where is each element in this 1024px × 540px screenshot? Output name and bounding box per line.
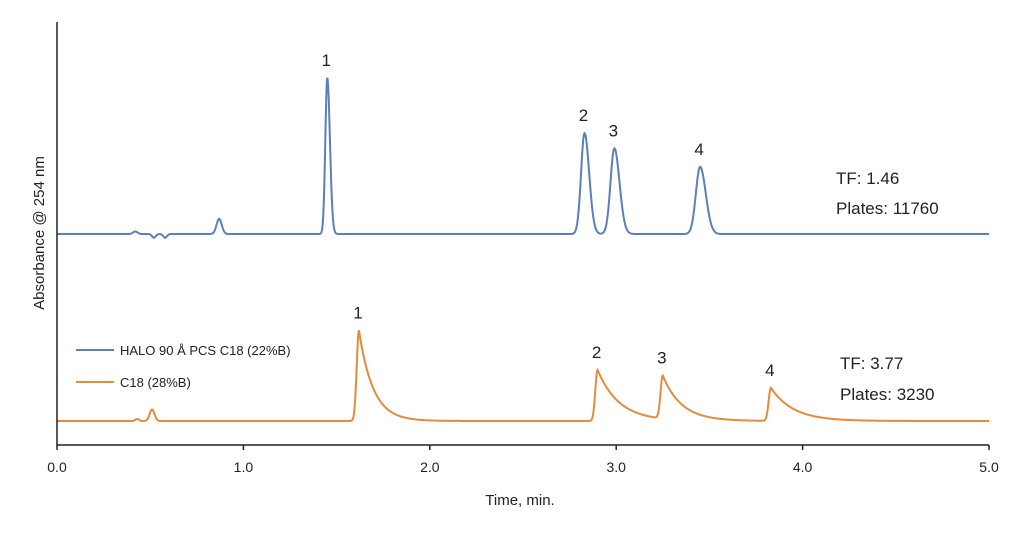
peak-label: 4: [694, 140, 703, 159]
x-tick-label: 5.0: [979, 459, 999, 475]
stats-tf-s1: TF: 3.77: [840, 354, 903, 373]
x-tick-label: 0.0: [47, 459, 67, 475]
peak-labels: 1 2 3 4 1 2 3 4: [322, 51, 775, 380]
x-ticks: 0.0 1.0 2.0 3.0 4.0 5.0: [47, 445, 999, 475]
plot-traces: [57, 77, 989, 422]
legend-label-s0: HALO 90 Å PCS C18 (22%B): [120, 343, 291, 358]
x-tick-label: 2.0: [420, 459, 440, 475]
stats-plates-s0: Plates: 11760: [836, 199, 939, 218]
stats-plates-s1: Plates: 3230: [840, 385, 935, 404]
legend-label-s1: C18 (28%B): [120, 375, 191, 390]
series-line-0: [57, 77, 989, 239]
x-tick-label: 3.0: [606, 459, 626, 475]
peak-label: 4: [765, 361, 774, 380]
peak-label: 3: [609, 121, 618, 140]
y-axis-title: Absorbance @ 254 nm: [31, 156, 48, 310]
peak-label: 2: [592, 343, 601, 362]
peak-label: 2: [579, 106, 588, 125]
peak-label: 1: [353, 303, 362, 322]
stats-tf-s0: TF: 1.46: [836, 169, 899, 188]
legend: HALO 90 Å PCS C18 (22%B) C18 (28%B): [76, 343, 291, 390]
x-tick-label: 1.0: [234, 459, 254, 475]
peak-label: 1: [322, 51, 331, 70]
x-tick-label: 4.0: [793, 459, 813, 475]
series-line-1: [57, 329, 989, 422]
peak-label: 3: [657, 349, 666, 368]
x-axis-title: Time, min.: [485, 492, 554, 509]
